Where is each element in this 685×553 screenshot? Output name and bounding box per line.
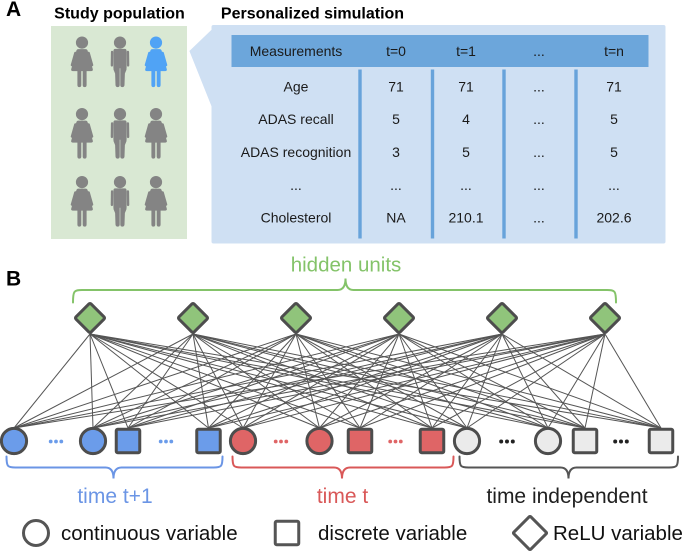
svg-text:...: ...: [460, 177, 472, 193]
svg-text:5: 5: [610, 144, 618, 160]
svg-text:...: ...: [533, 144, 545, 160]
svg-text:t=1: t=1: [456, 43, 476, 59]
svg-text:ReLU variable: ReLU variable: [553, 522, 683, 545]
svg-text:202.6: 202.6: [596, 210, 631, 226]
svg-text:hidden units: hidden units: [291, 254, 402, 277]
svg-text:Age: Age: [284, 78, 309, 94]
svg-text:3: 3: [392, 144, 400, 160]
svg-text:...: ...: [390, 177, 402, 193]
svg-text:71: 71: [458, 78, 474, 94]
svg-text:time t+1: time t+1: [77, 485, 152, 508]
svg-text:...: ...: [290, 177, 302, 193]
svg-text:...: ...: [533, 78, 545, 94]
svg-text:Cholesterol: Cholesterol: [261, 210, 332, 226]
svg-text:...: ...: [608, 177, 620, 193]
svg-text:...: ...: [533, 111, 545, 127]
svg-text:time independent: time independent: [486, 485, 647, 508]
svg-text:71: 71: [606, 78, 622, 94]
svg-text:...: ...: [533, 177, 545, 193]
svg-text:210.1: 210.1: [448, 210, 483, 226]
svg-text:5: 5: [462, 144, 470, 160]
svg-text:t=n: t=n: [604, 43, 624, 59]
svg-text:discrete variable: discrete variable: [318, 522, 467, 545]
svg-text:4: 4: [462, 111, 470, 127]
svg-text:...: ...: [533, 210, 545, 226]
svg-text:t=0: t=0: [386, 43, 406, 59]
svg-text:Study population: Study population: [54, 6, 185, 23]
svg-text:A: A: [6, 0, 21, 21]
svg-text:continuous variable: continuous variable: [61, 522, 238, 545]
svg-text:5: 5: [610, 111, 618, 127]
svg-text:Personalized simulation: Personalized simulation: [221, 6, 404, 23]
svg-text:71: 71: [388, 78, 404, 94]
svg-text:...: ...: [533, 43, 545, 59]
svg-text:ADAS recognition: ADAS recognition: [241, 144, 352, 160]
svg-text:B: B: [6, 268, 21, 291]
svg-text:Measurements: Measurements: [250, 43, 343, 59]
svg-text:5: 5: [392, 111, 400, 127]
svg-text:ADAS recall: ADAS recall: [258, 111, 333, 127]
svg-text:time t: time t: [317, 485, 369, 508]
svg-text:NA: NA: [386, 210, 406, 226]
